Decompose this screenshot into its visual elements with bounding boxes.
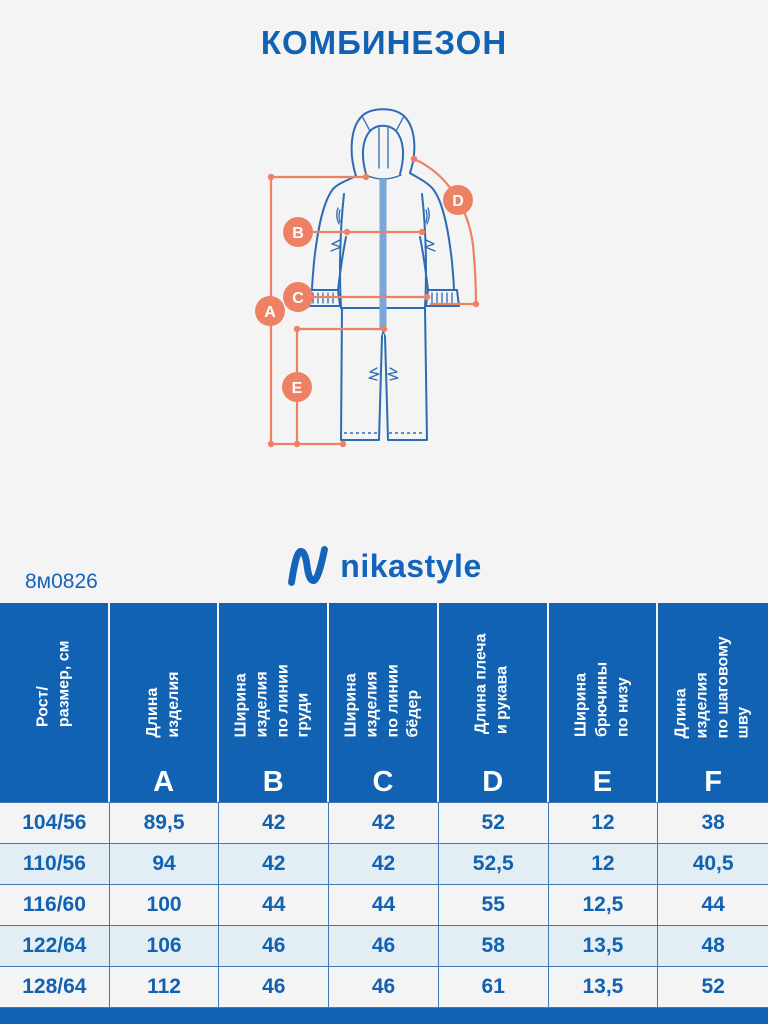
- jumpsuit-drawing: [306, 108, 460, 441]
- cell-d: 52,5: [439, 844, 549, 884]
- cell-b: 46: [219, 967, 330, 1007]
- cell-f: 44: [701, 893, 725, 916]
- cell-size: 104/56: [0, 803, 110, 843]
- cell-c: 44: [329, 885, 439, 925]
- measure-badge-b: B: [283, 217, 313, 247]
- cell-a: 89,5: [110, 803, 220, 843]
- cell-e: 12,5: [549, 885, 659, 925]
- measure-badge-e: E: [282, 372, 312, 402]
- svg-text:C: C: [292, 290, 304, 307]
- cell-c: 42: [329, 803, 439, 843]
- article-number: 8м0826: [25, 570, 98, 593]
- size-table: Рост/ размер, см Длина изделия A Ширина …: [0, 603, 768, 1024]
- cell-b: 42: [219, 844, 330, 884]
- cell-e: 13,5: [549, 967, 659, 1007]
- cell-d: 55: [439, 885, 549, 925]
- cell-f: 52: [701, 975, 725, 998]
- cell-a: 94: [110, 844, 220, 884]
- cell-f: 48: [701, 934, 725, 957]
- svg-text:D: D: [452, 193, 464, 210]
- cell-d: 58: [439, 926, 549, 966]
- cell-c: 42: [329, 844, 439, 884]
- cell-a: 112: [110, 967, 220, 1007]
- cell-size: 116/60: [0, 885, 110, 925]
- column-header-f: Длина изделия по шаговому шву F: [658, 603, 768, 802]
- cell-size: 122/64: [0, 926, 110, 966]
- cell-f: 40,5: [692, 852, 734, 875]
- page-title: КОМБИНЕЗОН: [260, 24, 508, 61]
- cell-b: 44: [219, 885, 330, 925]
- column-header-c: Ширина изделия по линии бёдер C: [329, 603, 439, 802]
- column-header-e: Ширина брючины по низу E: [548, 603, 659, 802]
- table-row: 110/56 94 42 42 52,5 12 40,5: [0, 844, 768, 885]
- column-header-size: Рост/ размер, см: [0, 603, 110, 802]
- cell-a: 100: [110, 885, 220, 925]
- cell-c: 46: [329, 967, 439, 1007]
- measurement-lines: A B C D E: [255, 155, 480, 448]
- garment-diagram: A B C D E: [255, 108, 480, 448]
- nikastyle-wave-icon: [288, 546, 329, 586]
- cell-b: 42: [219, 803, 330, 843]
- measure-line-d: [412, 157, 478, 306]
- measure-badge-a: A: [255, 296, 285, 326]
- cell-e: 13,5: [549, 926, 659, 966]
- column-header-d: Длина плеча и рукава D: [438, 603, 549, 802]
- table-body: 104/56 89,5 42 42 52 12 38 110/56 94 42 …: [0, 802, 768, 1008]
- cell-e: 12: [549, 803, 659, 843]
- measure-badge-c: C: [283, 282, 313, 312]
- cell-size: 110/56: [0, 844, 110, 884]
- table-row: 122/64 106 46 46 58 13,5 48: [0, 926, 768, 967]
- cell-e: 12: [549, 844, 659, 884]
- cell-d: 52: [439, 803, 549, 843]
- svg-text:A: A: [264, 304, 276, 321]
- cell-d: 61: [439, 967, 549, 1007]
- brand-logo: nikastyle: [0, 545, 768, 587]
- table-header: Рост/ размер, см Длина изделия A Ширина …: [0, 603, 768, 802]
- column-header-a: Длина изделия A: [109, 603, 220, 802]
- svg-text:B: B: [292, 225, 304, 242]
- bottom-accent-bar: [0, 1008, 768, 1024]
- cell-c: 46: [329, 926, 439, 966]
- cell-b: 46: [219, 926, 330, 966]
- cell-f: 38: [701, 811, 725, 834]
- table-row: 116/60 100 44 44 55 12,5 44: [0, 885, 768, 926]
- cell-size: 128/64: [0, 967, 110, 1007]
- column-header-b: Ширина изделия по линии груди B: [219, 603, 330, 802]
- measure-line-a: [269, 175, 368, 446]
- brand-name: nikastyle: [340, 547, 482, 584]
- measure-badge-d: D: [443, 185, 473, 215]
- svg-text:E: E: [292, 380, 303, 397]
- cell-a: 106: [110, 926, 220, 966]
- table-row: 104/56 89,5 42 42 52 12 38: [0, 803, 768, 844]
- table-row: 128/64 112 46 46 61 13,5 52: [0, 967, 768, 1008]
- measure-dots: [267, 155, 480, 448]
